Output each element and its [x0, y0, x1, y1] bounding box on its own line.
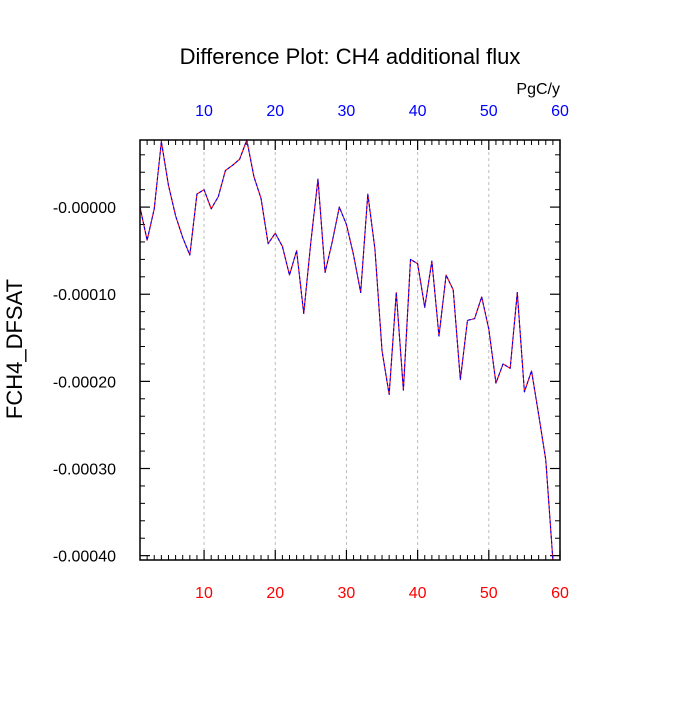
x-tick-label-bottom: 40: [409, 585, 427, 602]
x-tick-label-bottom: 10: [195, 585, 213, 602]
ticks-layer: 10 10 20 20 30 30 40 40 50 50 60 60 -0.00000 -0.00010…: [53, 103, 569, 602]
top-axis-unit-label: PgC/y: [516, 81, 560, 98]
y-tick-label: -0.00020: [53, 374, 116, 391]
grid-layer: [203, 140, 490, 560]
x-tick-label-bottom: 50: [480, 585, 498, 602]
x-tick-label-top: 60: [551, 103, 569, 120]
chart-title: Difference Plot: CH4 additional flux: [180, 44, 521, 69]
y-tick-label: -0.00010: [53, 287, 116, 304]
x-tick-label-bottom: 30: [338, 585, 356, 602]
series-line-dashed: [139, 139, 554, 561]
y-tick-label: -0.00000: [53, 200, 116, 217]
y-axis-label: FCH4_DFSAT: [2, 279, 27, 419]
x-tick-label-bottom: 60: [551, 585, 569, 602]
x-tick-label-top: 30: [338, 103, 356, 120]
series-layer: [139, 139, 554, 561]
x-tick-label-top: 50: [480, 103, 498, 120]
x-tick-label-bottom: 20: [266, 585, 284, 602]
x-tick-label-top: 20: [266, 103, 284, 120]
y-tick-label: -0.00040: [53, 549, 116, 566]
x-tick-label-top: 40: [409, 103, 427, 120]
plot-frame: [139, 139, 561, 561]
x-tick-label-top: 10: [195, 103, 213, 120]
y-tick-label: -0.00030: [53, 462, 116, 479]
